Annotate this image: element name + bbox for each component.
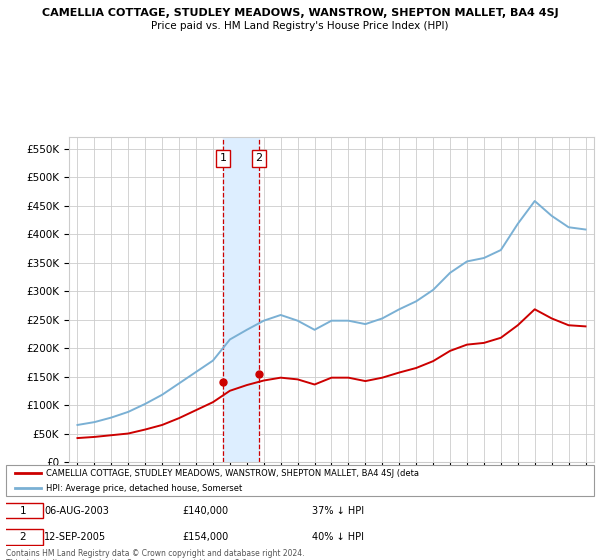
Text: 06-AUG-2003: 06-AUG-2003: [44, 506, 109, 516]
Text: 1: 1: [20, 506, 26, 516]
Text: HPI: Average price, detached house, Somerset: HPI: Average price, detached house, Some…: [46, 484, 242, 493]
Text: 1: 1: [220, 153, 227, 164]
FancyBboxPatch shape: [3, 503, 43, 519]
Text: CAMELLIA COTTAGE, STUDLEY MEADOWS, WANSTROW, SHEPTON MALLET, BA4 4SJ (deta: CAMELLIA COTTAGE, STUDLEY MEADOWS, WANST…: [46, 469, 419, 478]
Text: £140,000: £140,000: [182, 506, 229, 516]
Text: 37% ↓ HPI: 37% ↓ HPI: [312, 506, 364, 516]
Text: 12-SEP-2005: 12-SEP-2005: [44, 531, 106, 542]
Text: 2: 2: [20, 531, 26, 542]
Text: CAMELLIA COTTAGE, STUDLEY MEADOWS, WANSTROW, SHEPTON MALLET, BA4 4SJ: CAMELLIA COTTAGE, STUDLEY MEADOWS, WANST…: [41, 8, 559, 18]
FancyBboxPatch shape: [6, 465, 594, 496]
Text: Contains HM Land Registry data © Crown copyright and database right 2024.
This d: Contains HM Land Registry data © Crown c…: [6, 549, 305, 560]
Text: Price paid vs. HM Land Registry's House Price Index (HPI): Price paid vs. HM Land Registry's House …: [151, 21, 449, 31]
Text: 40% ↓ HPI: 40% ↓ HPI: [312, 531, 364, 542]
Text: £154,000: £154,000: [182, 531, 229, 542]
FancyBboxPatch shape: [3, 529, 43, 544]
Bar: [223, 137, 259, 462]
Text: 2: 2: [255, 153, 262, 164]
